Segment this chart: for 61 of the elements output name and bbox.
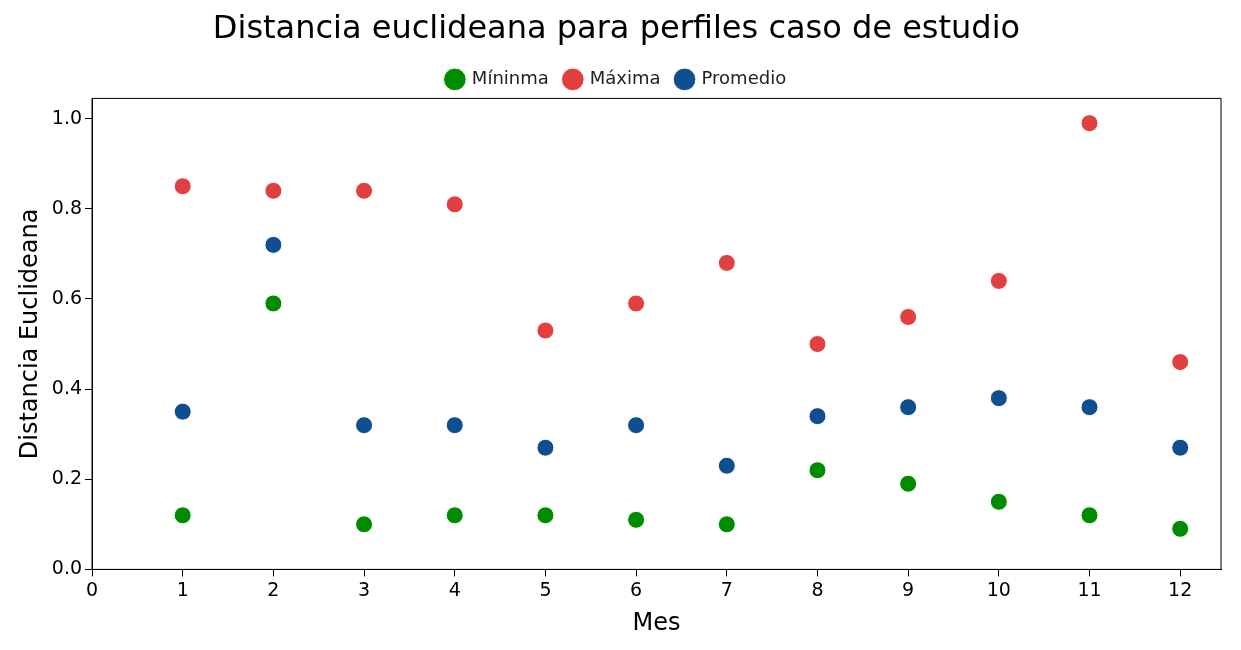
legend-label: Promedio [701, 67, 787, 89]
x-tick-label: 10 [986, 577, 1011, 600]
x-tick-label: 1 [176, 577, 189, 600]
x-tick-label: 0 [85, 577, 99, 600]
point [808, 407, 827, 426]
point [445, 416, 464, 435]
x-tick-label: 5 [539, 577, 552, 600]
chart-title: Distancia euclideana para perfiles caso de estudio [212, 7, 1021, 46]
x-tick-label: 7 [720, 577, 733, 600]
point [899, 308, 918, 326]
point [989, 389, 1008, 408]
point [173, 402, 192, 421]
point [899, 398, 918, 417]
point [1080, 398, 1099, 417]
point [808, 335, 827, 354]
point [264, 235, 283, 254]
y-tick-label: 0.6 [51, 285, 83, 308]
x-tick-label: 2 [267, 577, 280, 600]
x-tick-label: 6 [630, 577, 643, 600]
point [627, 294, 646, 313]
legend-label: Míninma [471, 67, 549, 89]
x-tick-label: 4 [448, 577, 461, 600]
point [627, 416, 646, 435]
y-tick-label: 1.0 [51, 105, 83, 128]
point [264, 181, 283, 200]
y-tick-label: 0.2 [51, 466, 83, 489]
point [536, 506, 555, 525]
point [1080, 114, 1099, 133]
point [445, 506, 464, 525]
point [355, 181, 374, 200]
point [536, 438, 555, 457]
point [1171, 353, 1190, 372]
point [173, 506, 192, 525]
point [1171, 519, 1190, 538]
point [808, 461, 827, 480]
point [355, 515, 374, 534]
point [717, 456, 736, 475]
point [717, 515, 736, 534]
x-axis-title: Mes [632, 607, 681, 636]
y-tick-label: 0.0 [51, 556, 83, 579]
legend-label: Máxima [589, 67, 661, 89]
point [1171, 438, 1190, 457]
x-tick-label: 11 [1077, 577, 1102, 600]
point [989, 271, 1008, 290]
y-axis-title: Distancia Euclideana [14, 208, 43, 460]
x-tick-label: 9 [902, 577, 915, 600]
point [899, 474, 918, 493]
x-tick-label: 3 [358, 577, 371, 600]
point [717, 253, 736, 272]
point [1080, 506, 1099, 525]
point [536, 321, 555, 340]
point [264, 294, 283, 313]
y-tick-label: 0.4 [51, 376, 83, 399]
point [989, 492, 1008, 511]
y-tick-label: 0.8 [51, 195, 83, 218]
point [173, 177, 192, 196]
point [627, 510, 646, 529]
point [355, 416, 374, 435]
x-tick-label: 8 [811, 577, 824, 600]
x-tick-label: 12 [1168, 577, 1193, 600]
point [445, 195, 464, 214]
